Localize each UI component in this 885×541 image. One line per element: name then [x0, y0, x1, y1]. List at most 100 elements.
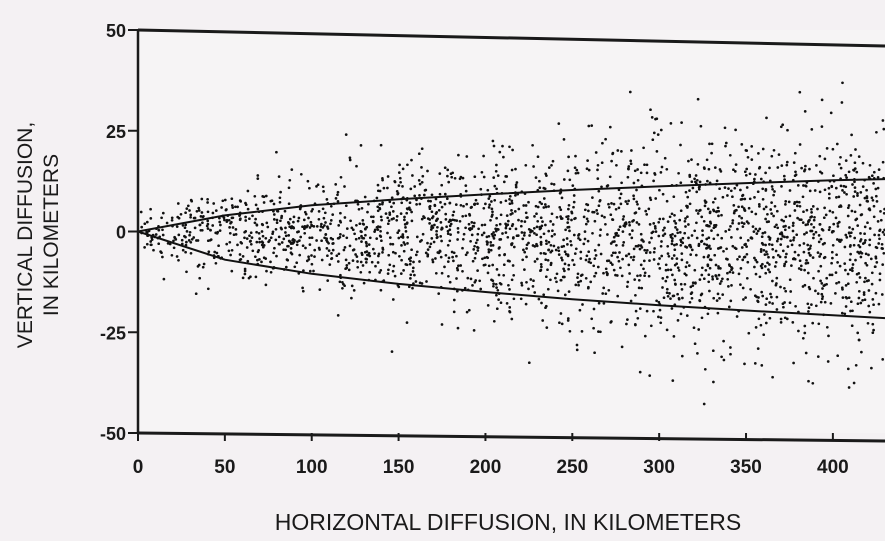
data-point: [547, 240, 551, 244]
data-point: [686, 195, 690, 199]
data-point: [649, 108, 652, 112]
data-point: [604, 137, 607, 141]
data-point: [673, 213, 676, 217]
data-point: [756, 229, 760, 233]
data-point: [654, 227, 657, 230]
data-point: [239, 257, 243, 261]
data-point: [707, 280, 711, 284]
data-point: [860, 251, 864, 255]
data-point: [791, 229, 795, 233]
data-point: [515, 181, 519, 184]
data-point: [854, 258, 857, 262]
data-point: [329, 204, 333, 208]
data-point: [553, 233, 556, 236]
data-point: [181, 224, 185, 227]
data-point: [469, 277, 473, 281]
data-point: [480, 170, 484, 174]
data-point: [585, 254, 589, 258]
data-point: [625, 254, 628, 258]
data-point: [852, 169, 856, 172]
data-point: [718, 296, 721, 300]
data-point: [735, 183, 739, 187]
data-point: [559, 190, 563, 194]
data-point: [329, 219, 333, 222]
data-point: [827, 196, 831, 200]
data-point: [601, 292, 605, 295]
data-point: [575, 168, 579, 172]
data-point: [174, 238, 178, 241]
data-point: [726, 271, 729, 275]
data-point: [543, 203, 547, 206]
data-point: [456, 326, 460, 330]
data-point: [533, 291, 537, 294]
data-point: [589, 280, 593, 284]
data-point: [643, 248, 647, 252]
data-point: [369, 215, 373, 219]
data-point: [436, 251, 440, 254]
data-point: [802, 210, 805, 214]
data-point: [567, 155, 570, 159]
data-point: [864, 276, 867, 280]
data-point: [771, 247, 775, 251]
data-point: [812, 218, 816, 222]
data-point: [828, 225, 832, 229]
data-point: [344, 133, 348, 136]
data-point: [496, 227, 499, 231]
data-point: [466, 276, 470, 280]
data-point: [221, 199, 225, 203]
data-point: [566, 253, 570, 257]
data-point: [722, 249, 725, 253]
data-point: [664, 263, 668, 267]
data-point: [386, 216, 390, 220]
data-point: [244, 215, 247, 219]
data-point: [401, 233, 405, 236]
data-point: [391, 210, 395, 213]
y-tick-label: 25: [106, 122, 126, 142]
data-point: [845, 192, 848, 196]
data-point: [845, 176, 848, 179]
data-point: [814, 230, 818, 234]
data-point: [813, 189, 817, 192]
data-point: [455, 254, 458, 258]
data-point: [488, 203, 491, 207]
data-point: [308, 226, 312, 229]
data-point: [384, 212, 388, 215]
data-point: [767, 235, 771, 239]
data-point: [403, 215, 406, 219]
data-point: [511, 148, 514, 152]
data-point: [793, 209, 797, 212]
data-point: [818, 223, 822, 226]
data-point: [813, 215, 816, 219]
data-point: [774, 249, 778, 253]
data-point: [700, 215, 704, 219]
data-point: [312, 269, 315, 273]
data-point: [368, 270, 372, 274]
data-point: [720, 236, 724, 240]
data-point: [149, 240, 153, 243]
data-point: [495, 268, 499, 271]
data-point: [380, 239, 383, 243]
data-point: [851, 309, 854, 313]
data-point: [459, 203, 463, 207]
data-point: [881, 263, 885, 266]
data-point: [344, 267, 347, 271]
data-point: [464, 189, 468, 193]
data-point: [791, 321, 795, 324]
data-point: [864, 261, 867, 265]
data-point: [609, 261, 613, 265]
data-point: [674, 222, 678, 225]
data-point: [397, 229, 401, 232]
data-point: [525, 247, 528, 250]
data-point: [438, 250, 442, 253]
data-point: [709, 222, 713, 225]
data-point: [582, 242, 586, 246]
data-point: [592, 307, 596, 311]
data-point: [336, 314, 340, 317]
data-point: [430, 193, 434, 197]
data-point: [534, 204, 538, 208]
data-point: [406, 163, 409, 167]
data-point: [669, 122, 673, 125]
data-point: [540, 265, 543, 269]
data-point: [406, 242, 409, 245]
data-point: [835, 253, 838, 257]
